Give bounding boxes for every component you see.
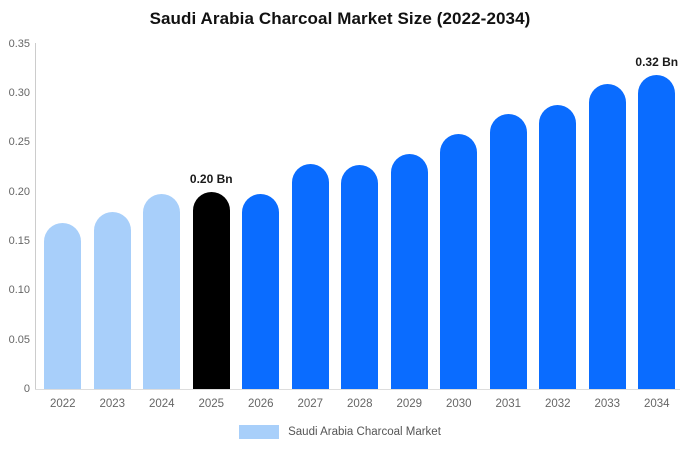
x-axis-tick-label: 2022 [49, 398, 76, 410]
bar-2030 [440, 134, 478, 389]
bar-2024 [143, 193, 181, 389]
y-axis-tick-label: 0.25 [8, 136, 30, 149]
y-axis-line [35, 43, 36, 390]
bar-2026 [242, 193, 280, 389]
bar-2034 [638, 75, 676, 389]
x-axis-tick-label: 2032 [544, 398, 571, 410]
y-axis-tick-label: 0.10 [8, 284, 30, 297]
x-axis-line [35, 389, 680, 390]
data-label-2025: 0.20 Bn [189, 171, 233, 186]
chart-title: Saudi Arabia Charcoal Market Size (2022-… [149, 9, 531, 28]
bar-2025 [192, 191, 230, 389]
y-axis-tick-label: 0 [23, 383, 30, 395]
y-axis-tick-label: 0.35 [8, 37, 30, 50]
bar-2023 [93, 212, 131, 389]
bar-2027 [291, 163, 329, 389]
legend-label: Saudi Arabia Charcoal Market [288, 426, 441, 438]
bar-2022 [44, 223, 82, 389]
y-axis-tick-label: 0.15 [8, 234, 30, 247]
x-axis-tick-label: 2030 [445, 398, 472, 410]
bar-2028 [341, 164, 379, 389]
y-axis-tick-label: 0.05 [8, 333, 30, 346]
x-axis-tick-label: 2025 [198, 398, 225, 410]
y-axis-tick-label: 0.30 [8, 86, 30, 99]
bar-2031 [489, 113, 527, 389]
x-axis-tick-label: 2031 [495, 398, 522, 410]
y-axis-tick-label: 0.20 [8, 185, 30, 198]
bar-2029 [390, 154, 428, 389]
x-axis-tick-label: 2029 [396, 398, 423, 410]
x-axis-tick-label: 2027 [297, 398, 324, 410]
x-axis-tick-label: 2023 [99, 398, 126, 410]
data-label-2034: 0.32 Bn [635, 55, 679, 70]
bar-2032 [539, 104, 577, 389]
legend-swatch [239, 425, 280, 439]
x-axis-tick-label: 2033 [594, 398, 621, 410]
bar-2033 [588, 83, 626, 389]
legend-item[interactable]: Saudi Arabia Charcoal Market [0, 425, 680, 439]
x-axis-tick-label: 2028 [346, 398, 373, 410]
x-axis-tick-label: 2026 [247, 398, 274, 410]
x-axis-tick-label: 2034 [643, 398, 670, 410]
x-axis-tick-label: 2024 [148, 398, 175, 410]
